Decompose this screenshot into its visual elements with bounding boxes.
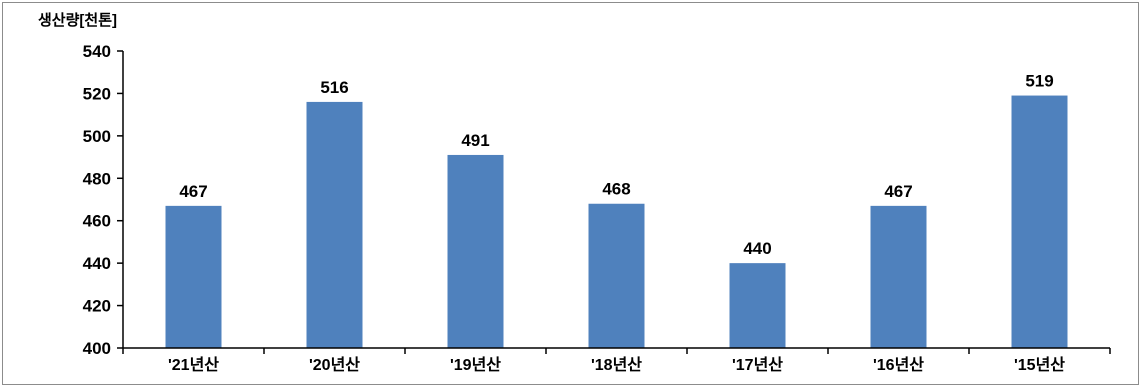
x-tick-label: '21년산 — [168, 355, 219, 374]
x-tick-label: '17년산 — [732, 355, 783, 374]
data-label: 519 — [1025, 72, 1053, 91]
bar — [306, 101, 363, 349]
data-label: 467 — [179, 182, 207, 201]
y-axis-label: 생산량[천톤] — [38, 11, 117, 29]
y-tick-label: 400 — [83, 339, 111, 358]
bar — [870, 205, 927, 348]
bars — [165, 95, 1068, 349]
x-tick-label: '15년산 — [1014, 355, 1065, 374]
y-tick-label: 420 — [83, 297, 111, 316]
bar — [1011, 95, 1068, 348]
y-tick-label: 500 — [83, 127, 111, 146]
y-tick-label: 440 — [83, 254, 111, 273]
x-axis: '21년산 '20년산 '19년산 '18년산 '17년산 '16년산 '15년산 — [122, 347, 1111, 374]
bar — [447, 154, 504, 348]
data-label: 516 — [320, 78, 348, 97]
x-tick-label: '20년산 — [309, 355, 360, 374]
x-tick-label: '18년산 — [591, 355, 642, 374]
x-tick-label: '19년산 — [450, 355, 501, 374]
data-label: 467 — [884, 182, 912, 201]
y-tick-label: 520 — [83, 84, 111, 103]
y-tick-label: 540 — [83, 42, 111, 61]
x-tick-label: '16년산 — [873, 355, 924, 374]
y-tick-label: 460 — [83, 212, 111, 231]
data-label: 468 — [602, 180, 630, 199]
data-label: 440 — [743, 239, 771, 258]
bar — [588, 203, 645, 348]
y-tick-label: 480 — [83, 169, 111, 188]
data-label: 491 — [461, 131, 489, 150]
y-axis: 400 420 440 460 480 500 520 540 — [83, 42, 124, 358]
bar — [729, 263, 786, 348]
data-labels: 467 516 491 468 440 467 519 — [179, 72, 1053, 259]
bar — [165, 205, 222, 348]
